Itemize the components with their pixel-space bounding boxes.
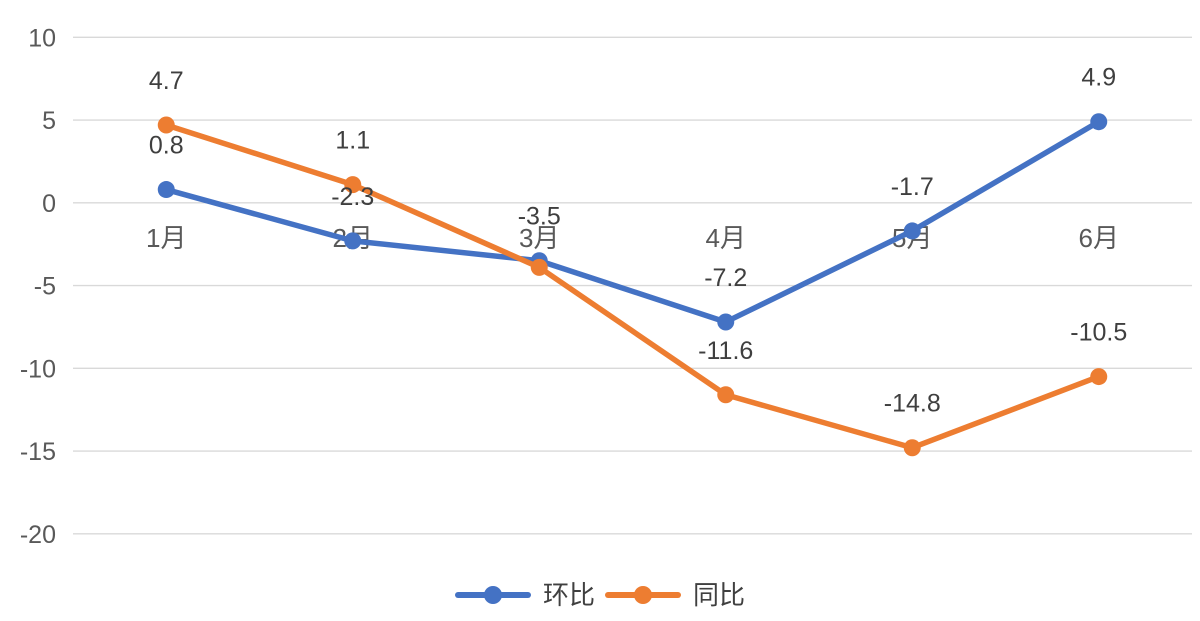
chart-legend: 环比 同比	[0, 582, 1200, 608]
series-line	[163, 122, 1102, 451]
legend-label-tongbi: 同比	[693, 580, 746, 610]
data-label: -11.6	[698, 337, 753, 365]
data-label: -1.7	[891, 173, 934, 201]
series-line	[163, 118, 1102, 325]
data-point	[903, 222, 921, 240]
data-label: 1.1	[335, 127, 370, 155]
data-point	[344, 176, 362, 194]
data-point	[1090, 368, 1108, 386]
data-point	[344, 232, 362, 250]
legend-item-huanbi: 环比	[454, 580, 595, 610]
y-axis-label: -20	[20, 521, 56, 549]
data-point	[157, 181, 175, 199]
data-label: -2.3	[331, 183, 374, 211]
data-label: -10.5	[1070, 319, 1127, 347]
data-point	[717, 313, 735, 331]
data-point	[717, 386, 735, 404]
legend-line-marker-icon	[605, 586, 681, 604]
legend-item-tongbi: 同比	[605, 582, 745, 608]
data-point	[157, 116, 175, 134]
data-label: -7.2	[704, 264, 747, 292]
y-axis-label: 5	[42, 107, 56, 135]
data-point	[903, 439, 921, 457]
data-point	[530, 258, 548, 276]
x-axis-label: 3月	[519, 223, 559, 253]
y-axis-label: 0	[42, 190, 56, 218]
x-axis-label: 6月	[1079, 223, 1119, 253]
legend-dot-icon	[483, 586, 502, 604]
data-label: 4.9	[1081, 64, 1116, 92]
data-label: -3.5	[518, 203, 561, 231]
data-label: 4.7	[149, 67, 184, 95]
data-point	[1090, 113, 1108, 131]
legend-line-marker-icon	[454, 586, 531, 604]
y-axis-label: -10	[20, 355, 56, 383]
y-axis-label: 10	[28, 24, 56, 52]
y-axis-label: -15	[20, 438, 56, 466]
legend-dot-icon	[634, 586, 652, 604]
y-axis-label: -5	[34, 273, 56, 301]
data-label: -14.8	[884, 390, 941, 418]
x-axis-label: 1月	[146, 223, 186, 253]
x-axis-label: 4月	[706, 223, 746, 253]
data-label: 0.8	[149, 132, 184, 160]
legend-label-huanbi: 环比	[542, 580, 595, 610]
